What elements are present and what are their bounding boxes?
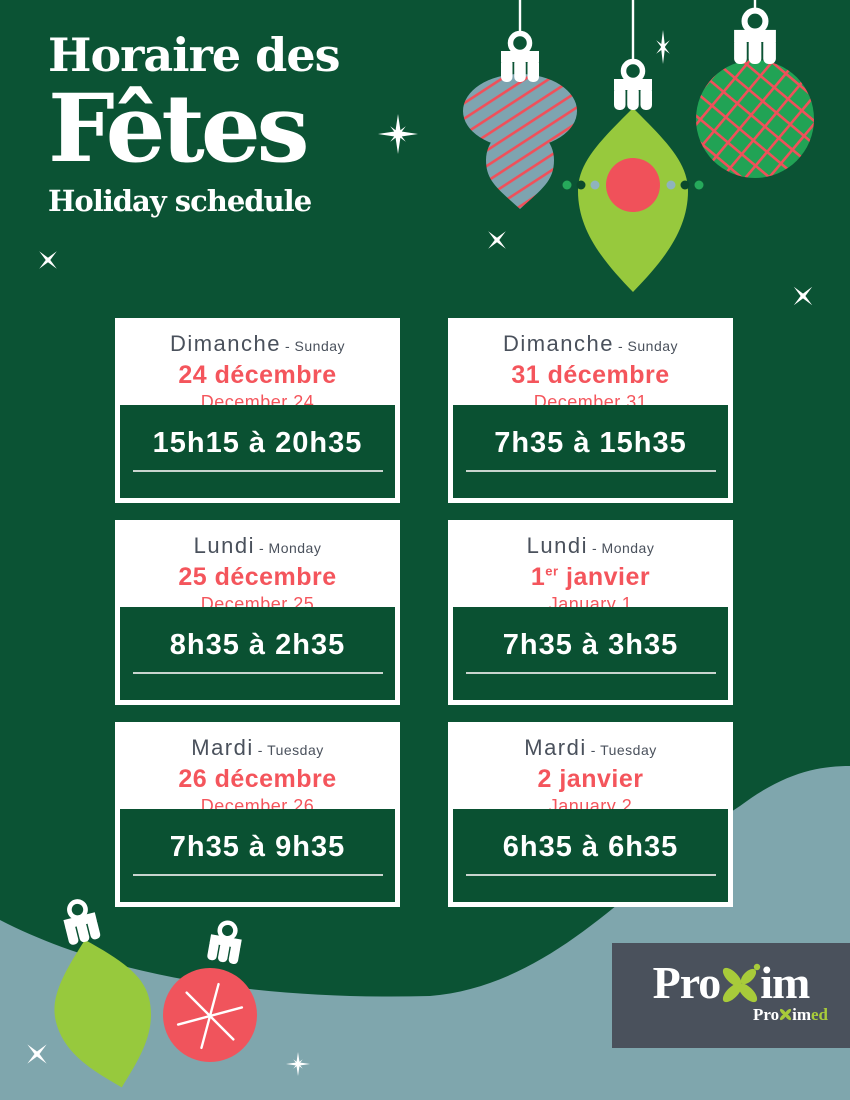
snowflake-ball-ornament-icon [163, 920, 257, 1062]
hours-panel: 15h15 à 20h35 [120, 405, 395, 498]
sublogo-text-mid: im [792, 1005, 811, 1024]
hours-text: 15h15 à 20h35 [152, 427, 363, 459]
drop-ornament-icon [54, 890, 151, 1088]
card-header: Mardi - Tuesday 26 décembre December 26 [115, 722, 400, 816]
x-sparkle-icon [785, 278, 822, 315]
card-day-line: Mardi - Tuesday [115, 735, 400, 761]
date-fr-text: 2 janvier [537, 765, 644, 793]
day-name-fr: Mardi [191, 735, 254, 760]
date-fr: 2 janvier [448, 765, 733, 794]
card-day-line: Lundi - Monday [448, 533, 733, 559]
hours-underline [465, 672, 716, 674]
date-fr-text: 25 décembre [178, 563, 337, 591]
hours-panel: 8h35 à 2h35 [120, 607, 395, 700]
card-header: Lundi - Monday 1er janvier January 1 [448, 520, 733, 614]
snowflake-icon [176, 982, 244, 1050]
day-name-en: - Tuesday [257, 742, 324, 758]
title-fr-line2: Fêtes [48, 74, 310, 185]
eight-point-star-icon [378, 114, 418, 154]
date-fr: 31 décembre [448, 361, 733, 390]
schedule-grid: Dimanche - Sunday 24 décembre December 24… [115, 318, 733, 907]
ornament-string [631, 0, 635, 64]
hours-panel: 7h35 à 15h35 [453, 405, 728, 498]
card-header: Dimanche - Sunday 24 décembre December 24 [115, 318, 400, 412]
six-point-star-icon [649, 30, 676, 64]
card-day-line: Lundi - Monday [115, 533, 400, 559]
hours-underline [465, 874, 716, 876]
proxim-x-icon [723, 963, 761, 1002]
schedule-card-dec25: Lundi - Monday 25 décembre December 25 8h… [115, 520, 400, 705]
day-name-en: - Monday [258, 540, 322, 556]
title-subtitle-en: Holiday schedule [48, 184, 312, 219]
hours-underline [132, 874, 383, 876]
day-name-en: - Tuesday [590, 742, 657, 758]
ornament-string [518, 0, 522, 34]
sublogo-text-suffix: ed [811, 1005, 828, 1024]
day-name-en: - Sunday [285, 338, 346, 354]
proxim-logo: Pro im [612, 956, 850, 1009]
day-name-fr: Dimanche [502, 331, 614, 356]
card-day-line: Dimanche - Sunday [115, 331, 400, 357]
drop-ornament-icon [562, 62, 704, 292]
hours-panel: 6h35 à 6h35 [453, 809, 728, 902]
date-fr: 24 décembre [115, 361, 400, 390]
hours-text: 8h35 à 2h35 [169, 629, 346, 661]
x-sparkle-icon [30, 242, 65, 277]
ornament-string [753, 0, 757, 13]
date-fr-text: 24 décembre [178, 361, 337, 389]
schedule-card-dec31: Dimanche - Sunday 31 décembre December 31… [448, 318, 733, 503]
sublogo-text-pre: Pro [752, 1005, 780, 1024]
x-sparkle-icon [479, 222, 514, 257]
date-fr-text: 31 décembre [511, 361, 670, 389]
date-fr: 1er janvier [448, 563, 733, 592]
card-day-line: Dimanche - Sunday [448, 331, 733, 357]
day-name-fr: Dimanche [169, 331, 281, 356]
drop-ornament-dots [562, 158, 704, 212]
logo-text-post: im [760, 957, 810, 1008]
poster-title: Horaire des Fêtes Holiday schedule [48, 28, 341, 219]
hours-underline [132, 672, 383, 674]
day-name-fr: Lundi [526, 533, 588, 558]
hours-underline [132, 470, 383, 472]
hours-text: 7h35 à 15h35 [494, 427, 687, 459]
schedule-card-dec26: Mardi - Tuesday 26 décembre December 26 7… [115, 722, 400, 907]
schedule-card-dec24: Dimanche - Sunday 24 décembre December 24… [115, 318, 400, 503]
date-fr-text: 1 [530, 563, 546, 591]
date-fr: 26 décembre [115, 765, 400, 794]
logo-text-pre: Pro [652, 957, 722, 1008]
title-fr-line1: Horaire des [48, 28, 341, 82]
date-fr-sup: er [545, 563, 559, 579]
card-day-line: Mardi - Tuesday [448, 735, 733, 761]
schedule-card-jan2: Mardi - Tuesday 2 janvier January 2 6h35 … [448, 722, 733, 907]
day-name-fr: Lundi [193, 533, 255, 558]
hours-panel: 7h35 à 3h35 [453, 607, 728, 700]
hours-text: 7h35 à 9h35 [169, 831, 346, 863]
card-header: Dimanche - Sunday 31 décembre December 31 [448, 318, 733, 412]
day-name-fr: Mardi [524, 735, 587, 760]
date-fr-text: 26 décembre [178, 765, 337, 793]
proxim-logo-box: Pro im Pro [612, 943, 850, 1048]
lattice-ball-ornament-icon [696, 11, 814, 178]
date-fr-text: janvier [558, 563, 651, 591]
schedule-card-jan1: Lundi - Monday 1er janvier January 1 7h35… [448, 520, 733, 705]
hours-text: 7h35 à 3h35 [502, 629, 679, 661]
proximed-x-icon [780, 1008, 792, 1021]
hours-panel: 7h35 à 9h35 [120, 809, 395, 902]
card-header: Lundi - Monday 25 décembre December 25 [115, 520, 400, 614]
card-header: Mardi - Tuesday 2 janvier January 2 [448, 722, 733, 816]
striped-ornament-icon [463, 34, 577, 209]
hours-underline [465, 470, 716, 472]
proximed-logo: Pro imed [612, 1005, 850, 1025]
day-name-en: - Sunday [618, 338, 679, 354]
date-fr: 25 décembre [115, 563, 400, 592]
day-name-en: - Monday [591, 540, 655, 556]
hours-text: 6h35 à 6h35 [502, 831, 679, 863]
